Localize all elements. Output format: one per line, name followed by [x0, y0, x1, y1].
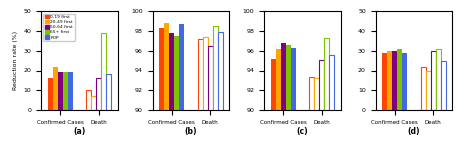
Bar — [106, 74, 112, 110]
Bar — [48, 78, 53, 110]
Bar — [397, 49, 402, 110]
Bar — [53, 67, 58, 110]
Bar — [68, 72, 73, 110]
Bar — [58, 72, 63, 110]
Bar — [286, 45, 291, 141]
X-axis label: (a): (a) — [74, 127, 86, 136]
Bar — [291, 48, 296, 141]
Bar — [319, 60, 324, 141]
Bar — [402, 53, 407, 110]
Bar — [314, 78, 319, 141]
Bar — [208, 46, 213, 141]
Y-axis label: Reduction rate (%): Reduction rate (%) — [13, 31, 18, 90]
Legend: 0-19 first, 20-49 first, 50-64 first, 65+ first, POP: 0-19 first, 20-49 first, 50-64 first, 65… — [43, 14, 74, 41]
Bar — [203, 37, 208, 141]
Bar — [218, 32, 223, 141]
X-axis label: (c): (c) — [297, 127, 308, 136]
X-axis label: (b): (b) — [185, 127, 197, 136]
Bar — [281, 43, 286, 141]
Bar — [165, 23, 170, 141]
Bar — [436, 49, 441, 110]
X-axis label: (d): (d) — [408, 127, 420, 136]
Bar — [271, 59, 276, 141]
Bar — [421, 67, 426, 110]
Bar — [382, 53, 387, 110]
Bar — [426, 70, 430, 110]
Bar — [179, 24, 184, 141]
Bar — [441, 61, 446, 110]
Bar — [213, 26, 218, 141]
Bar — [309, 77, 314, 141]
Bar — [392, 51, 397, 110]
Bar — [101, 33, 106, 110]
Bar — [91, 96, 96, 110]
Bar — [174, 36, 179, 141]
Bar — [329, 55, 334, 141]
Bar — [276, 49, 281, 141]
Bar — [63, 72, 68, 110]
Bar — [159, 28, 165, 141]
Bar — [170, 33, 174, 141]
Bar — [96, 78, 101, 110]
Bar — [198, 39, 203, 141]
Bar — [324, 38, 329, 141]
Bar — [86, 90, 91, 110]
Bar — [387, 51, 392, 110]
Bar — [430, 51, 436, 110]
